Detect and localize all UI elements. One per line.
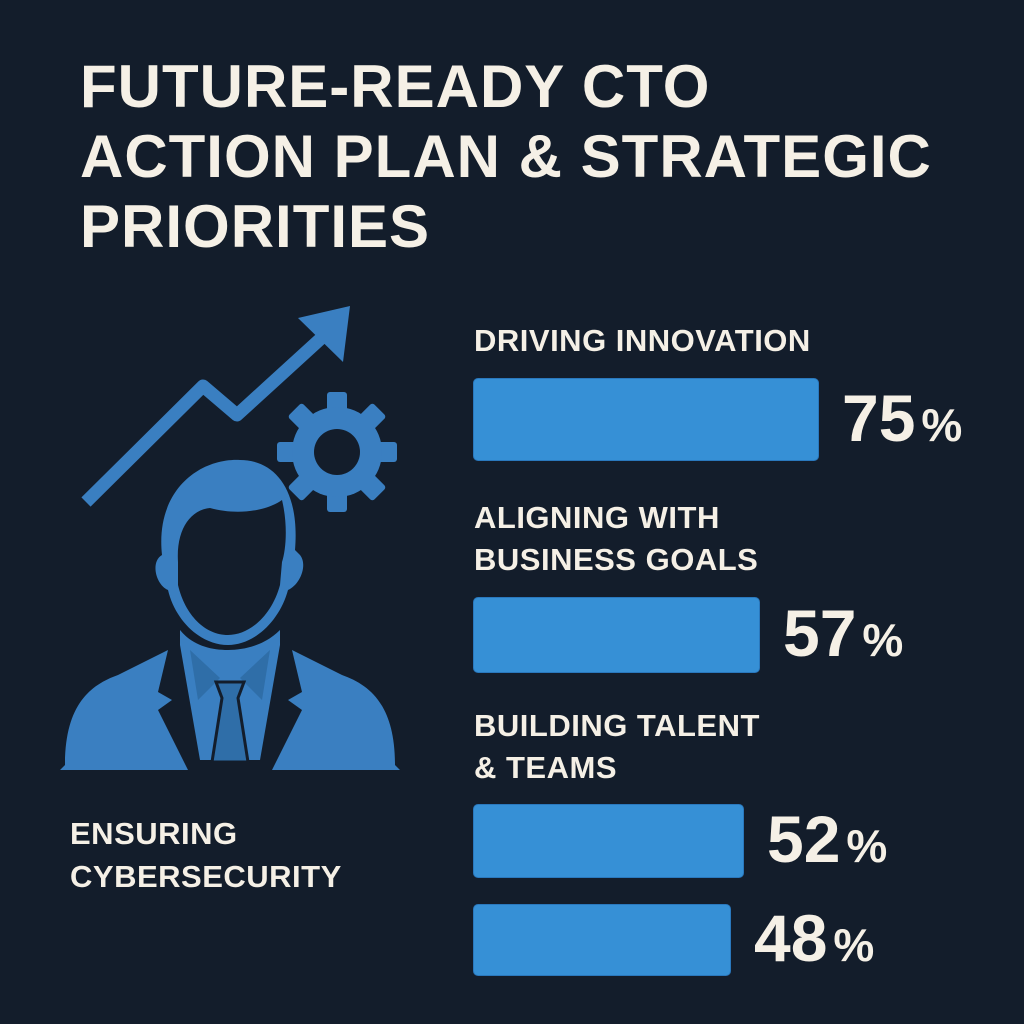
percent-sign: % — [921, 398, 963, 451]
category-label-aligning-business-goals: ALIGNING WITH BUSINESS GOALS — [474, 497, 758, 581]
side-label-cybersecurity: ENSURING CYBERSECURITY — [70, 812, 342, 898]
arrow-head-icon — [298, 306, 350, 362]
title-line-3: PRIORITIES — [80, 193, 431, 260]
percent-sign: % — [846, 820, 888, 872]
category-label-line: BUILDING TALENT — [474, 708, 760, 743]
category-label-line: ALIGNING WITH — [474, 500, 720, 535]
title-line-1: FUTURE-READY CTO — [80, 53, 711, 120]
category-label-building-talent: BUILDING TALENT & TEAMS — [474, 705, 760, 789]
value-label-4: 48% — [754, 900, 874, 976]
value-label-1: 75% — [842, 380, 962, 456]
percent-sign: % — [862, 614, 904, 666]
side-label-line-1: ENSURING — [70, 816, 238, 851]
category-label-driving-innovation: DRIVING INNOVATION — [474, 320, 811, 362]
category-label-line: & TEAMS — [474, 750, 617, 785]
person-icon — [60, 459, 400, 770]
value-number: 48 — [754, 901, 828, 975]
title-line-2: ACTION PLAN & STRATEGIC — [80, 123, 932, 190]
bar-1 — [474, 379, 818, 460]
category-label-line: DRIVING INNOVATION — [474, 323, 811, 358]
gear-icon — [277, 392, 397, 512]
bar-4 — [474, 905, 730, 975]
trend-arrow-icon — [81, 327, 333, 507]
value-number: 52 — [767, 802, 841, 876]
page-title: FUTURE-READY CTO ACTION PLAN & STRATEGIC… — [80, 52, 932, 262]
side-label-line-2: CYBERSECURITY — [70, 859, 342, 894]
bar-2 — [474, 598, 759, 672]
value-number: 75 — [842, 380, 916, 455]
value-number: 57 — [783, 596, 857, 670]
bar-3 — [474, 805, 743, 877]
cto-person-growth-gear-icon — [60, 306, 400, 770]
value-label-2: 57% — [783, 595, 903, 671]
value-label-3: 52% — [767, 801, 887, 877]
percent-sign: % — [833, 919, 875, 971]
category-label-line: BUSINESS GOALS — [474, 542, 759, 577]
